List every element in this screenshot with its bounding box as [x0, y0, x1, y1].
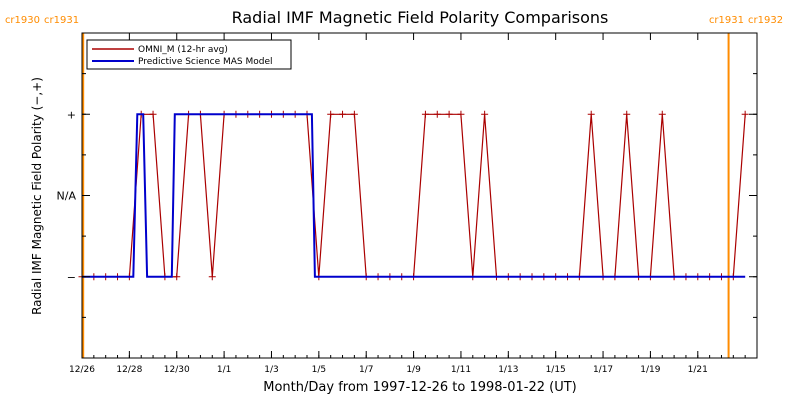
y-tick-label: +	[67, 108, 76, 121]
data-point-omni	[350, 110, 358, 118]
series-line-mas	[82, 113, 746, 278]
x-tick-label: 12/26	[69, 365, 95, 375]
x-tick-label: 1/13	[498, 365, 518, 375]
data-point-omni	[481, 110, 489, 118]
x-tick-label: 1/21	[688, 365, 708, 375]
carrington-label-left: cr1931	[709, 15, 744, 26]
x-tick-label: 1/3	[264, 365, 278, 375]
legend-box	[86, 39, 292, 70]
data-point-omni	[741, 110, 749, 118]
carrington-labels: cr1930 cr1931 cr1931 cr1932	[5, 15, 783, 26]
data-point-omni	[208, 273, 216, 281]
data-point-omni	[421, 110, 429, 118]
data-point-omni	[433, 110, 441, 118]
data-point-omni	[587, 110, 595, 118]
y-axis: + N/A −	[57, 73, 757, 318]
carrington-label-right: cr1931	[44, 15, 79, 26]
legend-label-mas: Predictive Science MAS Model	[138, 57, 273, 67]
x-tick-label: 1/7	[359, 365, 373, 375]
chart-title: Radial IMF Magnetic Field Polarity Compa…	[232, 8, 609, 27]
x-axis: 12/26 12/28 12/30 1/1 1/3 1/5 1/7 1/9 1/11 1/13 1/…	[69, 33, 758, 375]
x-tick-label: 1/17	[593, 365, 613, 375]
data-point-omni	[149, 110, 157, 118]
x-tick-label: 1/11	[451, 365, 471, 375]
x-tick-label: 1/9	[406, 365, 421, 375]
legend-label-omni: OMNI_M (12-hr avg)	[138, 45, 228, 55]
x-tick-label: 12/28	[116, 365, 142, 375]
data-point-omni	[457, 110, 465, 118]
x-tick-label: 1/5	[312, 365, 326, 375]
x-tick-label: 12/30	[164, 365, 190, 375]
legend: OMNI_M (12-hr avg) Predictive Science MA…	[86, 39, 292, 70]
y-axis-label: Radial IMF Magnetic Field Polarity (−,+)	[30, 77, 44, 315]
data-point-omni	[339, 110, 347, 118]
data-point-omni	[658, 110, 666, 118]
x-axis-label: Month/Day from 1997-12-26 to 1998-01-22 …	[263, 380, 576, 395]
carrington-label-left: cr1930	[5, 15, 40, 26]
data-point-omni	[173, 273, 181, 281]
data-point-omni	[327, 110, 335, 118]
y-tick-label: −	[67, 271, 76, 284]
x-tick-label: 1/15	[546, 365, 566, 375]
series-layer	[78, 110, 749, 281]
data-point-omni	[623, 110, 631, 118]
carrington-label-right: cr1932	[748, 15, 783, 26]
data-point-omni	[445, 110, 453, 118]
x-tick-label: 1/1	[217, 365, 231, 375]
x-tick-label: 1/19	[640, 365, 660, 375]
y-tick-label: N/A	[57, 190, 77, 203]
